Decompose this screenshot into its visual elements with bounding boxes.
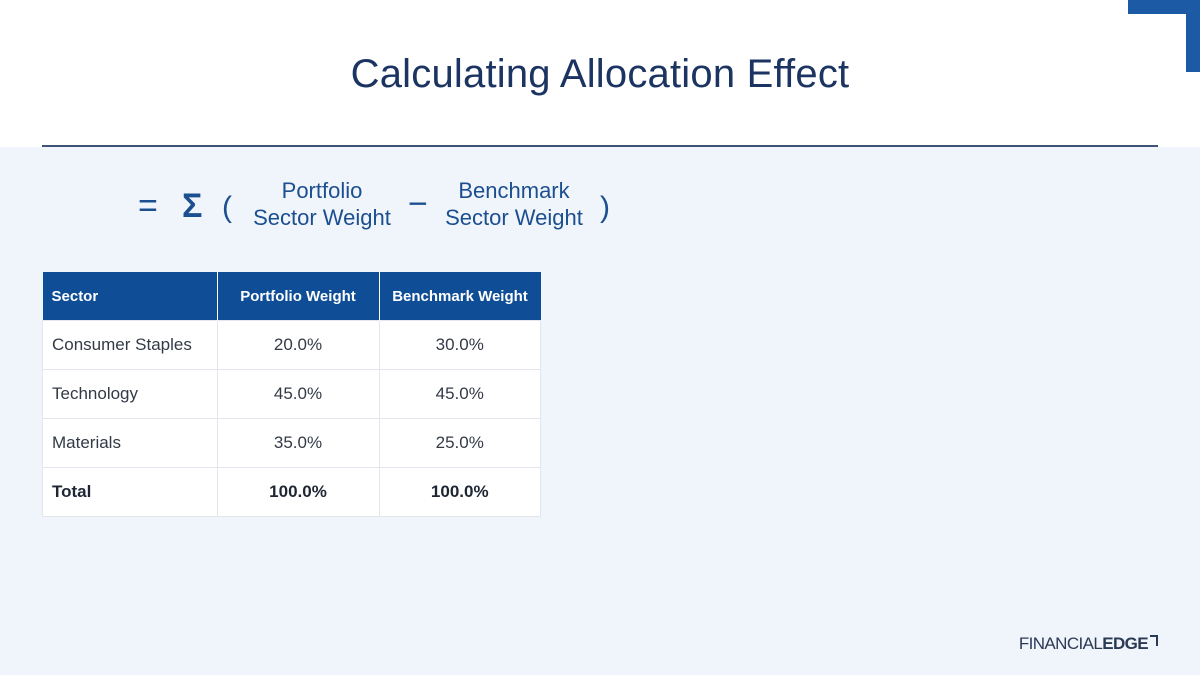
table-row: Materials 35.0% 25.0% — [42, 418, 541, 468]
corner-accent-icon — [1128, 0, 1200, 72]
formula-close-paren: ) — [600, 191, 610, 224]
logo-text-bold: EDGE — [1102, 634, 1148, 653]
table-header-row: Sector Portfolio Weight Benchmark Weight — [42, 272, 541, 321]
table-total-row: Total 100.0% 100.0% — [42, 467, 541, 517]
sector-weights-table: Sector Portfolio Weight Benchmark Weight… — [42, 272, 541, 517]
formula-open-paren: ( — [222, 191, 232, 224]
formula-minus: − — [408, 185, 428, 223]
term-benchmark-top: Benchmark — [458, 178, 570, 203]
portfolio-weight-value: 35.0% — [216, 418, 380, 468]
portfolio-weight-value: 45.0% — [216, 369, 380, 419]
term-portfolio-bottom: Sector Weight — [253, 205, 391, 230]
header-benchmark-weight: Benchmark Weight — [379, 272, 541, 321]
header-portfolio-weight: Portfolio Weight — [217, 272, 380, 321]
sector-name: Materials — [42, 418, 218, 468]
portfolio-weight-total: 100.0% — [216, 467, 380, 517]
financial-edge-logo: FINANCIALEDGE — [1019, 634, 1158, 654]
total-label: Total — [42, 467, 218, 517]
formula-equals: = — [138, 187, 158, 225]
formula-term-portfolio: Portfolio Sector Weight — [242, 177, 402, 231]
portfolio-weight-value: 20.0% — [216, 320, 380, 370]
formula-sigma: Σ — [182, 187, 203, 225]
header-divider — [42, 145, 1158, 147]
slide-header: Calculating Allocation Effect — [0, 0, 1200, 146]
table-row: Consumer Staples 20.0% 30.0% — [42, 320, 541, 370]
sector-name: Consumer Staples — [42, 320, 218, 370]
term-portfolio-top: Portfolio — [281, 178, 363, 203]
header-sector: Sector — [42, 272, 218, 321]
table-row: Technology 45.0% 45.0% — [42, 369, 541, 419]
formula-term-benchmark: Benchmark Sector Weight — [434, 177, 594, 231]
benchmark-weight-value: 45.0% — [378, 369, 541, 419]
term-benchmark-bottom: Sector Weight — [445, 205, 583, 230]
sector-name: Technology — [42, 369, 218, 419]
slide-title: Calculating Allocation Effect — [350, 52, 850, 96]
benchmark-weight-value: 25.0% — [378, 418, 541, 468]
benchmark-weight-value: 30.0% — [378, 320, 541, 370]
logo-text-light: FINANCIAL — [1018, 634, 1103, 653]
logo-corner-icon — [1150, 635, 1158, 646]
benchmark-weight-total: 100.0% — [378, 467, 541, 517]
